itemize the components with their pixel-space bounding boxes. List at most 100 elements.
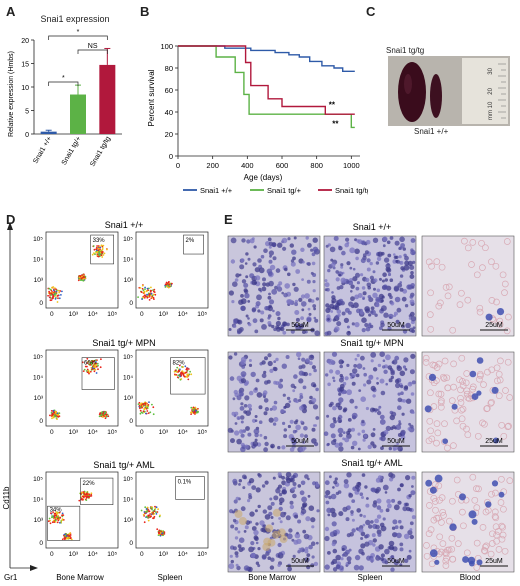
cell-nucleus — [341, 547, 345, 552]
event-dot — [58, 291, 61, 294]
cell-nucleus — [388, 446, 392, 451]
x-tick-label: 10⁵ — [107, 429, 117, 436]
cell-nucleus — [338, 433, 343, 438]
event-dot — [97, 247, 100, 250]
event-dot — [95, 361, 97, 363]
gate — [175, 476, 205, 500]
red-blood-cell — [460, 522, 467, 530]
event-dot — [152, 517, 154, 520]
x-tick-label: 400 — [241, 161, 254, 170]
cell-nucleus — [372, 543, 376, 547]
cell-nucleus — [379, 522, 385, 528]
scale-bar-label: 50uM — [291, 322, 309, 329]
cell-nucleus — [379, 326, 383, 331]
event-dot — [196, 411, 199, 414]
cell-nucleus — [252, 318, 258, 324]
y-tick-label: 10³ — [124, 395, 134, 402]
event-dot — [190, 413, 192, 415]
cell-nucleus — [376, 514, 382, 519]
red-blood-cell — [506, 394, 514, 401]
cell-nucleus — [393, 314, 396, 317]
cell-nucleus — [243, 404, 248, 408]
event-dot — [66, 536, 69, 539]
event-dot — [187, 374, 190, 376]
event-dot — [140, 291, 143, 293]
cell-nucleus — [254, 438, 258, 442]
event-dot — [93, 364, 96, 366]
x-tick-label: 10⁴ — [178, 551, 188, 558]
cell-nucleus — [244, 395, 250, 401]
cell-nucleus — [240, 294, 244, 298]
cell-nucleus — [240, 446, 246, 453]
red-blood-cell — [495, 546, 503, 553]
event-dot — [142, 410, 145, 413]
cell-nucleus — [303, 426, 308, 431]
event-dot — [87, 496, 90, 498]
cell-nucleus — [251, 307, 257, 312]
blast-cell — [498, 491, 505, 498]
cell-nucleus — [375, 524, 380, 530]
cell-nucleus — [285, 476, 290, 481]
cell-nucleus — [410, 238, 416, 243]
x-tick-label: 10³ — [69, 429, 79, 436]
cell-nucleus — [338, 246, 343, 251]
event-dot — [95, 248, 98, 251]
adipose-cell — [262, 543, 271, 551]
cell-nucleus — [385, 508, 390, 513]
x-tick-label: 800 — [310, 161, 323, 170]
cell-nucleus — [298, 378, 304, 384]
cell-nucleus — [313, 384, 317, 388]
cell-nucleus — [331, 542, 336, 547]
cell-nucleus — [383, 369, 388, 374]
cell-nucleus — [231, 300, 235, 304]
x-tick-label: 0 — [50, 551, 54, 558]
red-blood-cell — [428, 262, 435, 270]
cell-nucleus — [281, 475, 285, 480]
event-dot — [96, 251, 99, 253]
event-dot — [147, 412, 150, 414]
cell-nucleus — [308, 361, 313, 366]
cell-nucleus — [409, 534, 414, 540]
event-dot — [153, 515, 156, 518]
panel-e-col-label-bm: Bone Marrow — [248, 573, 296, 582]
cell-nucleus — [277, 242, 283, 248]
cell-nucleus — [342, 506, 348, 512]
panel-label-e: E — [224, 212, 233, 227]
cell-nucleus — [247, 300, 251, 303]
sig-bracket — [48, 81, 79, 86]
cell-nucleus — [360, 537, 364, 540]
cell-nucleus — [372, 270, 376, 274]
x-tick-label: 10³ — [159, 551, 169, 558]
cell-nucleus — [399, 542, 404, 547]
red-blood-cell — [433, 364, 441, 371]
event-dot — [149, 513, 151, 515]
cell-nucleus — [269, 264, 276, 271]
cell-nucleus — [359, 492, 364, 496]
event-dot — [150, 289, 152, 292]
cell-nucleus — [299, 405, 304, 411]
cell-nucleus — [397, 392, 401, 396]
gate — [81, 357, 115, 390]
cell-nucleus — [352, 267, 356, 271]
event-dot — [83, 492, 85, 495]
cell-nucleus — [391, 526, 396, 530]
cell-nucleus — [409, 274, 415, 279]
cell-nucleus — [357, 432, 361, 436]
event-dot — [100, 254, 103, 257]
spleen-wt — [430, 74, 442, 118]
red-blood-cell — [495, 392, 503, 400]
red-blood-cell — [489, 530, 496, 538]
cell-nucleus — [243, 565, 250, 571]
cell-nucleus — [332, 417, 337, 421]
series-line — [178, 45, 355, 115]
cell-nucleus — [332, 376, 335, 380]
cell-nucleus — [240, 306, 245, 311]
cell-nucleus — [238, 483, 241, 486]
cell-nucleus — [279, 378, 283, 383]
cell-nucleus — [386, 499, 391, 504]
event-dot — [105, 413, 108, 416]
cell-nucleus — [286, 396, 291, 401]
event-dot — [52, 511, 54, 513]
red-blood-cell — [437, 548, 445, 556]
red-blood-cell — [426, 311, 434, 318]
